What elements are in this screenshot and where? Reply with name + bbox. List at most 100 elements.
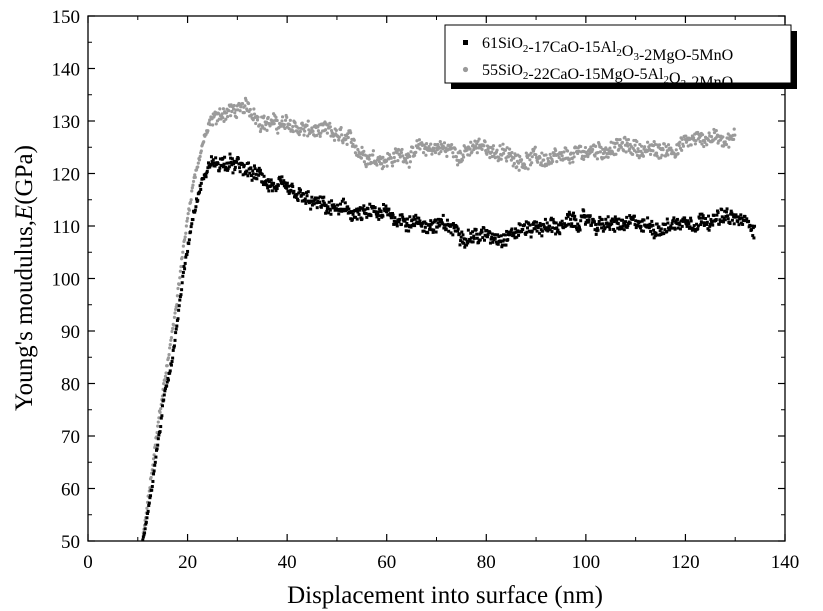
- data-point: [659, 156, 663, 160]
- data-point: [598, 222, 602, 226]
- data-point: [462, 241, 466, 245]
- data-point: [753, 224, 757, 228]
- data-point: [555, 226, 559, 230]
- data-point: [680, 219, 684, 223]
- data-point: [469, 231, 473, 235]
- data-point: [439, 219, 443, 223]
- data-point: [613, 229, 617, 233]
- data-point: [582, 213, 586, 217]
- data-point: [432, 146, 436, 150]
- data-point: [388, 212, 392, 216]
- y-axis-title-unit: (GPa): [11, 145, 38, 205]
- data-point: [552, 221, 556, 225]
- data-point: [470, 150, 474, 154]
- data-point: [715, 213, 719, 217]
- data-point: [501, 142, 505, 146]
- data-point: [461, 155, 466, 159]
- data-point: [750, 228, 754, 232]
- data-point: [359, 156, 364, 160]
- data-point: [456, 163, 460, 167]
- data-point: [233, 165, 237, 169]
- data-point: [301, 192, 305, 196]
- data-point: [166, 356, 171, 360]
- data-point: [438, 140, 442, 144]
- data-point: [546, 226, 550, 230]
- data-point: [251, 169, 255, 173]
- data-point: [413, 217, 417, 221]
- data-point: [154, 455, 158, 459]
- data-point: [598, 150, 602, 154]
- data-point: [523, 223, 527, 227]
- data-point: [178, 295, 182, 299]
- data-point: [538, 156, 542, 160]
- data-point: [659, 227, 663, 231]
- data-point: [168, 369, 172, 373]
- data-point: [196, 161, 200, 165]
- data-point: [616, 222, 620, 226]
- data-point: [451, 151, 455, 155]
- x-tick-label: 80: [477, 552, 496, 573]
- data-point: [197, 158, 202, 162]
- data-point: [587, 218, 591, 222]
- data-point: [589, 223, 593, 227]
- data-point: [539, 161, 543, 165]
- data-point: [293, 121, 297, 125]
- data-point: [698, 216, 702, 220]
- data-point: [418, 219, 422, 223]
- data-point: [391, 213, 395, 217]
- data-point: [312, 202, 316, 206]
- data-point: [159, 407, 163, 411]
- data-point: [174, 307, 178, 312]
- data-point: [519, 158, 524, 162]
- data-point: [442, 141, 447, 145]
- data-point: [237, 162, 241, 166]
- data-point: [242, 163, 246, 167]
- data-point: [540, 234, 544, 238]
- data-point: [448, 224, 452, 228]
- data-point: [534, 224, 538, 228]
- data-point: [714, 218, 718, 222]
- data-point: [453, 229, 457, 233]
- data-point: [495, 148, 499, 152]
- data-point: [645, 225, 649, 229]
- data-point: [485, 152, 489, 156]
- data-point: [503, 233, 507, 237]
- x-tick-label: 60: [377, 552, 396, 573]
- data-point: [457, 232, 461, 236]
- data-point: [184, 224, 188, 228]
- data-point: [423, 225, 427, 229]
- data-point: [429, 142, 433, 146]
- data-point: [249, 174, 253, 178]
- data-point: [341, 141, 345, 145]
- data-point: [666, 153, 670, 157]
- data-point: [650, 219, 654, 223]
- data-point: [539, 228, 543, 232]
- data-point: [169, 363, 173, 367]
- plot-frame: [87, 15, 786, 542]
- data-point: [471, 143, 475, 147]
- data-point: [654, 151, 659, 155]
- data-point: [321, 199, 325, 203]
- data-point: [652, 139, 656, 144]
- data-point: [739, 213, 743, 217]
- data-point: [149, 475, 153, 480]
- data-point: [409, 225, 413, 229]
- data-point: [303, 199, 307, 203]
- data-point: [517, 233, 521, 237]
- data-point: [217, 169, 221, 173]
- data-point: [261, 180, 265, 184]
- data-point: [325, 209, 329, 213]
- data-point: [145, 516, 149, 520]
- data-point: [147, 501, 151, 505]
- data-point: [490, 232, 494, 236]
- data-point: [191, 183, 195, 187]
- data-point: [577, 224, 581, 228]
- data-point: [252, 176, 256, 180]
- data-point: [637, 149, 641, 153]
- y-tick-label: 140: [52, 60, 81, 81]
- data-point: [620, 218, 624, 222]
- data-point: [582, 209, 586, 213]
- data-point: [150, 484, 154, 488]
- data-point: [474, 228, 478, 232]
- data-point: [648, 152, 653, 156]
